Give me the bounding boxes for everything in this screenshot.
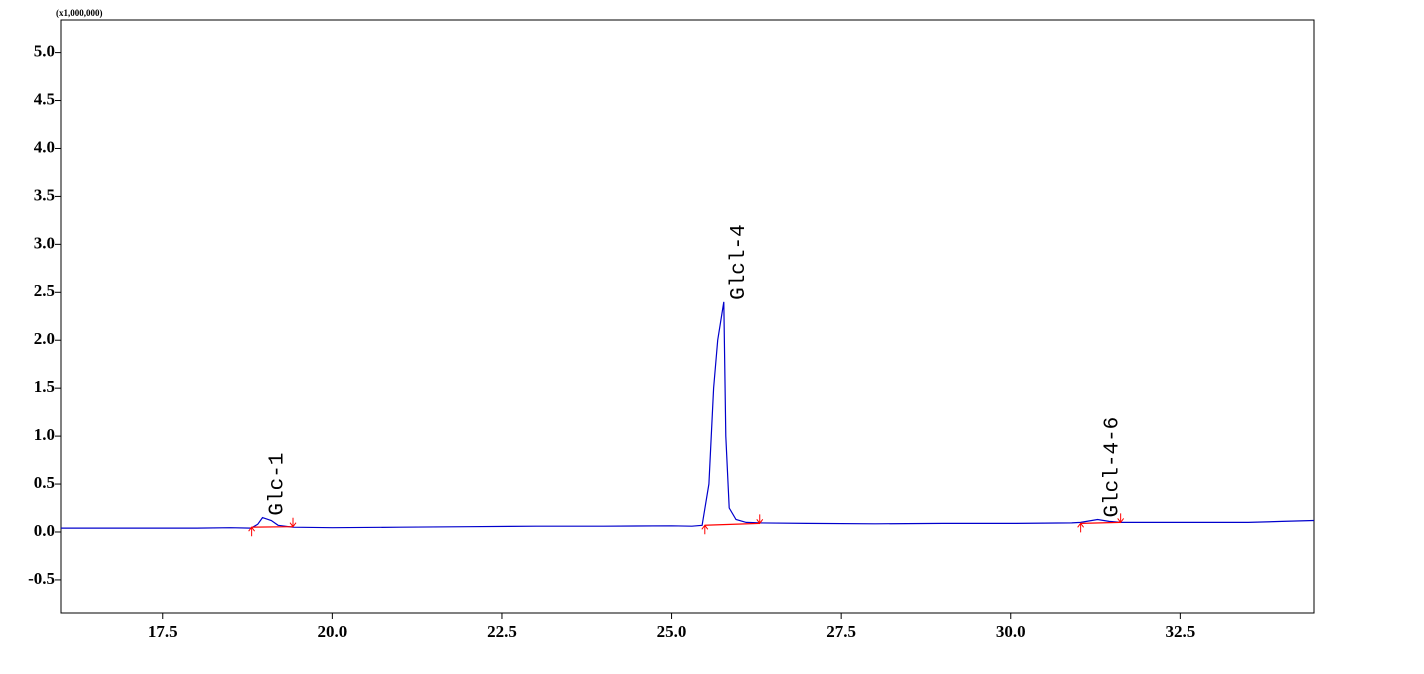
y-tick-label: 3.5	[34, 185, 55, 204]
x-tick-label: 17.5	[148, 622, 178, 641]
peak-label: Glcl-4	[728, 224, 751, 300]
peak-end-marker	[756, 514, 764, 525]
y-tick-label: 4.5	[34, 89, 55, 108]
peak-label: Glcl-4-6	[1102, 417, 1125, 518]
x-tick-label: 32.5	[1165, 622, 1195, 641]
y-tick-label: 0.5	[34, 473, 55, 492]
y-tick-label: 1.0	[34, 425, 55, 444]
integration-baseline	[1080, 521, 1121, 524]
y-tick-label: 5.0	[34, 42, 55, 61]
peak-start-marker	[1077, 522, 1085, 533]
x-tick-label: 30.0	[996, 622, 1026, 641]
x-tick-label: 27.5	[826, 622, 856, 641]
peak-start-marker	[701, 524, 709, 535]
y-tick-label: 4.0	[34, 137, 55, 156]
peak-end-marker	[289, 517, 297, 528]
y-unit: (x1,000,000)	[56, 8, 103, 18]
y-tick-label: -0.5	[28, 569, 55, 588]
y-tick-label: 1.5	[34, 377, 55, 396]
y-tick-label: 0.0	[34, 521, 55, 540]
x-tick-label: 25.0	[657, 622, 687, 641]
peak-label: Glc-1	[266, 453, 289, 516]
integration-baseline	[704, 522, 760, 526]
peak-start-marker	[248, 526, 256, 537]
x-tick-label: 22.5	[487, 622, 517, 641]
peak-end-marker	[1117, 513, 1125, 524]
plot-frame	[60, 19, 1315, 614]
y-tick-label: 2.0	[34, 329, 55, 348]
y-tick-label: 3.0	[34, 233, 55, 252]
x-tick-label: 20.0	[317, 622, 347, 641]
y-tick-label: 2.5	[34, 281, 55, 300]
chromatogram-trace	[61, 301, 1315, 529]
